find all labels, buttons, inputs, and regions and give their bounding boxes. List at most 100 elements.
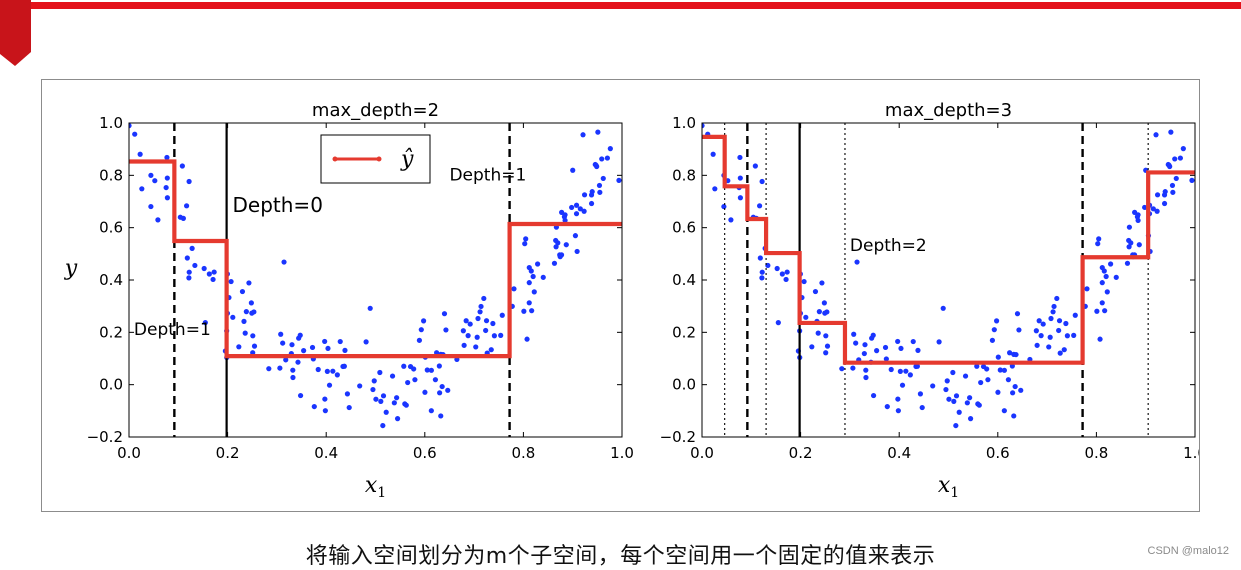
data-point [192, 262, 198, 269]
data-point [311, 403, 317, 410]
data-point [148, 172, 154, 178]
data-point [1108, 261, 1114, 267]
data-point [853, 340, 859, 346]
data-point [1005, 377, 1012, 383]
data-point [137, 151, 143, 157]
data-point [405, 379, 411, 386]
data-point [974, 363, 980, 369]
data-point [803, 314, 809, 320]
data-point [1180, 146, 1186, 152]
data-point [774, 265, 780, 272]
data-point [721, 203, 727, 210]
x-tick-label: 0.4 [887, 444, 911, 462]
data-point [380, 422, 386, 429]
data-point [473, 344, 479, 350]
figure-frame: 0.0 0.2 0.4 0.6 0.8 1.0 −0.2 0.0 0.2 0.4 0.6 0.8 1.0… [41, 79, 1200, 512]
data-point [1095, 241, 1101, 247]
data-point [819, 280, 825, 286]
x-tick-label: 0.4 [314, 444, 338, 462]
data-point [309, 344, 316, 351]
data-point [246, 280, 252, 286]
data-point [1014, 311, 1021, 317]
data-point [363, 339, 369, 345]
data-point [897, 368, 903, 374]
data-point [1064, 333, 1070, 339]
data-point [1142, 204, 1148, 211]
data-point [824, 343, 831, 349]
depth-annotation: Depth=0 [233, 193, 323, 217]
x-tick-label: 0.6 [413, 444, 437, 462]
data-point [367, 305, 373, 311]
data-point [581, 208, 587, 214]
data-point [491, 333, 497, 339]
data-point [1038, 333, 1044, 339]
data-point [1126, 244, 1132, 250]
data-point [936, 339, 942, 345]
data-point [1113, 274, 1119, 280]
data-point [522, 241, 528, 247]
y-tick-label: 0.0 [99, 376, 123, 394]
data-point [371, 378, 377, 384]
watermark: CSDN @malo12 [1147, 545, 1229, 557]
data-point [202, 320, 208, 326]
data-point [824, 309, 830, 315]
data-point [588, 200, 595, 207]
data-point [1097, 336, 1103, 342]
data-point [1084, 286, 1090, 292]
data-point [1034, 342, 1040, 348]
chart-panel-2: 0.00.20.40.60.81.0−0.20.00.20.40.60.81.0… [660, 100, 1199, 501]
data-point [953, 393, 960, 399]
data-point [526, 280, 532, 286]
data-point [378, 398, 384, 404]
y-tick-label: 0.2 [672, 323, 696, 341]
x-tick-label: 0.6 [986, 444, 1010, 462]
data-point [277, 365, 283, 371]
data-point [943, 386, 949, 393]
y-tick-label: 0.8 [99, 166, 123, 184]
data-point [490, 320, 496, 327]
data-point [529, 308, 535, 314]
data-point [250, 333, 256, 339]
data-point [1010, 390, 1016, 396]
legend-marker [332, 156, 338, 162]
data-point [483, 318, 490, 324]
data-point [950, 369, 956, 376]
data-point [951, 398, 957, 404]
data-point [186, 178, 192, 185]
y-axis-label: y [64, 256, 78, 281]
data-point [428, 408, 434, 414]
y-tick-label: 0.4 [99, 271, 123, 289]
data-point [523, 236, 529, 242]
data-point [604, 155, 610, 161]
x-axis-label: x1 [365, 473, 386, 501]
data-point [1056, 318, 1063, 324]
data-point [325, 345, 331, 352]
data-point [712, 186, 718, 192]
data-point [1061, 347, 1067, 353]
data-point [1016, 327, 1022, 333]
data-point [1011, 351, 1017, 357]
data-point [737, 195, 743, 201]
data-point [248, 300, 254, 306]
data-point [1056, 327, 1062, 334]
data-point [874, 348, 880, 354]
data-point [511, 286, 517, 292]
data-point [851, 331, 857, 337]
data-point [991, 327, 997, 333]
data-point [600, 175, 606, 182]
data-point [475, 315, 481, 322]
data-point [152, 178, 158, 184]
data-point [394, 416, 401, 422]
data-point [1099, 300, 1105, 306]
y-tick-label: 0.8 [672, 166, 696, 184]
data-point [870, 392, 877, 399]
data-point [607, 146, 613, 152]
data-point [595, 129, 601, 135]
y-tick-label: 1.0 [672, 114, 696, 132]
data-point [946, 396, 952, 402]
data-point [1047, 334, 1053, 340]
data-point [526, 300, 532, 306]
data-point [978, 379, 984, 386]
data-point [206, 271, 212, 277]
data-point [461, 342, 467, 348]
